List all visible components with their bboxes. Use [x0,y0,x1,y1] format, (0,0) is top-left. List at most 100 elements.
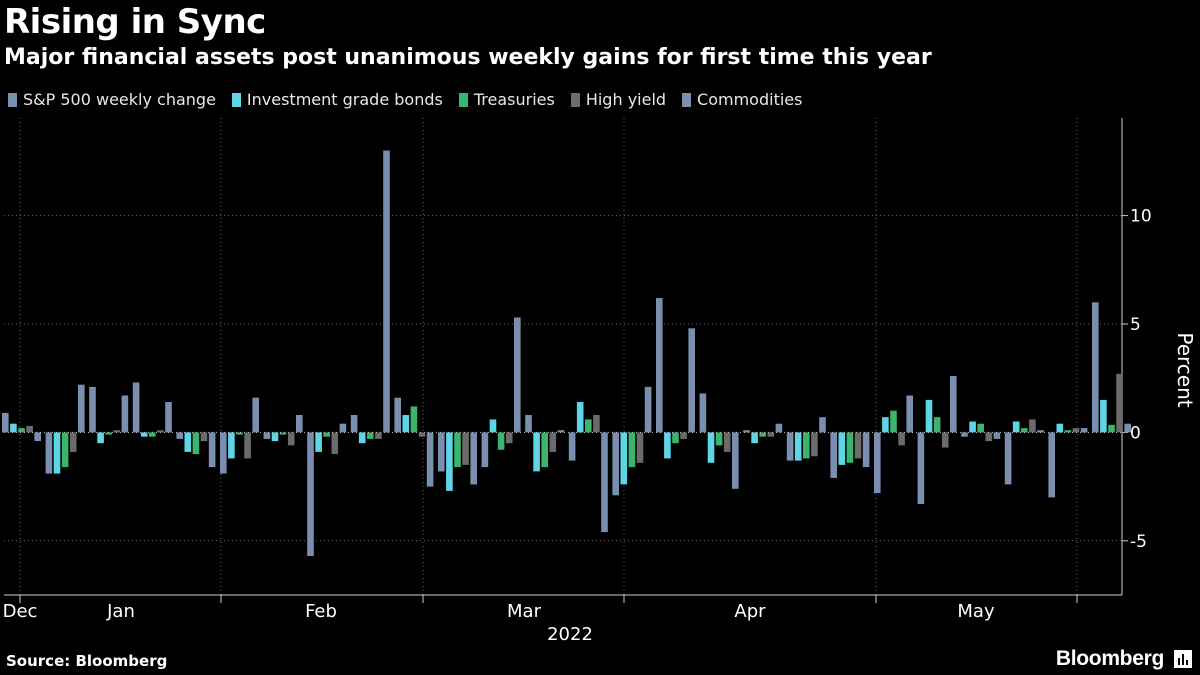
bar-high-yield [69,432,77,452]
bar-sp500 [786,432,794,461]
bar-sp500 [525,415,532,433]
bar-sp500 [612,432,619,496]
legend-label-high-yield: High yield [585,90,667,109]
bar-commodities [644,386,652,433]
bar-high-yield [375,432,382,439]
bar-treasuries [1021,428,1028,433]
bar-treasuries [715,432,723,446]
x-tick-label: Apr [734,601,766,622]
bar-commodities [862,432,870,468]
y-tick-label: -5 [1130,532,1147,552]
bar-treasuries [803,432,810,459]
bar-commodities [732,432,739,489]
bar-sp500 [89,386,96,433]
y-tick-label: 5 [1130,315,1141,335]
bar-ig-bonds [10,423,17,433]
bar-sp500 [699,393,707,433]
bar-commodities [208,432,216,468]
bar-sp500 [743,430,750,433]
bar-treasuries [1108,424,1115,433]
bar-commodities [470,432,477,485]
bar-ig-bonds [533,432,540,472]
bar-sp500 [1092,302,1099,433]
bar-high-yield [549,432,557,452]
legend-item-sp500: S&P 500 weekly change [8,90,216,109]
bar-commodities [775,423,783,433]
bar-high-yield [767,432,775,437]
legend-item-commodities: Commodities [682,90,802,109]
bar-commodities [78,384,85,433]
bar-ig-bonds [925,399,933,433]
bar-sp500 [45,432,53,474]
bar-high-yield [1072,428,1080,433]
bar-ig-bonds [707,432,715,463]
bloomberg-chart-icon [1174,650,1192,668]
bar-commodities [601,432,608,533]
bar-commodities [252,397,259,433]
bar-ig-bonds [1100,399,1107,433]
bar-sp500 [2,412,9,433]
bar-treasuries [18,428,25,433]
bar-commodities [34,432,41,442]
bar-high-yield [811,432,818,457]
bar-treasuries [846,432,854,463]
bar-sp500 [132,382,140,433]
legend-label-ig-bonds: Investment grade bonds [246,90,443,109]
x-axis-year-label: 2022 [547,624,593,645]
y-tick-label: 0 [1130,423,1141,443]
bar-high-yield [854,432,862,459]
bar-ig-bonds [228,432,235,459]
bar-ig-bonds [882,417,889,433]
bar-commodities [296,415,303,433]
bar-commodities [121,395,129,433]
bar-high-yield [462,432,469,465]
x-tick-label: Mar [507,601,542,622]
bar-high-yield [1029,419,1036,433]
bar-commodities [1037,430,1044,433]
bar-high-yield [1116,373,1123,433]
bar-ig-bonds [315,432,322,452]
bar-sp500 [961,432,968,437]
bar-high-yield [287,432,295,446]
bar-commodities [1080,428,1088,433]
bar-treasuries [367,432,374,439]
bar-ig-bonds [794,432,802,461]
bar-commodities [165,402,172,433]
bar-commodities [426,432,434,487]
bar-ig-bonds [664,432,671,459]
chart-subtitle: Major financial assets post unanimous we… [4,45,932,70]
bar-treasuries [454,432,461,468]
bar-treasuries [628,432,636,468]
bar-commodities [383,150,390,433]
bar-ig-bonds [1012,421,1020,433]
bar-sp500 [350,415,358,433]
bar-treasuries [323,432,330,437]
bar-commodities [339,423,347,433]
brand-logo: Bloomberg [1055,647,1164,670]
legend-label-sp500: S&P 500 weekly change [23,90,216,109]
bar-high-yield [680,432,687,439]
y-tick-label: 10 [1130,207,1152,227]
legend-item-ig-bonds: Investment grade bonds [231,90,443,109]
bar-sp500 [1048,432,1055,498]
bar-high-yield [985,432,993,442]
bar-treasuries [236,432,243,435]
legend-swatch-commodities [682,92,692,107]
legend-item-high-yield: High yield [570,90,667,109]
bar-ig-bonds [97,432,104,444]
bar-ig-bonds [140,432,148,437]
bar-sp500 [307,432,314,556]
bar-ig-bonds [576,402,584,433]
bar-treasuries [759,432,766,437]
bar-high-yield [593,415,600,433]
bar-treasuries [933,417,941,433]
bar-treasuries [585,419,592,433]
legend-swatch-ig-bonds [231,92,241,107]
bar-commodities [1124,423,1131,433]
bar-ig-bonds [489,419,497,433]
bar-high-yield [331,432,339,455]
legend-item-treasuries: Treasuries [458,90,555,109]
x-tick-label: May [957,601,995,622]
bar-high-yield [113,430,121,433]
